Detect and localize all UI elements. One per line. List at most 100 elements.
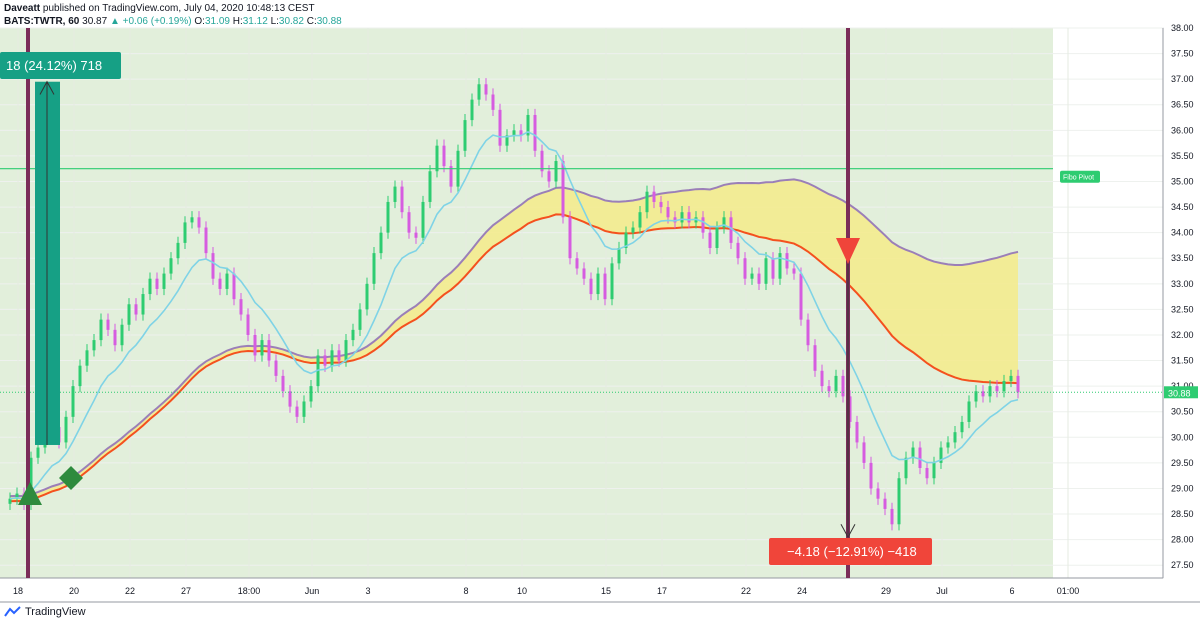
candle xyxy=(484,78,488,101)
candle xyxy=(610,257,614,306)
brand-label: TradingView xyxy=(25,606,86,618)
price-tick-label: 32.50 xyxy=(1171,304,1194,314)
candle xyxy=(92,333,96,357)
candle xyxy=(281,369,285,398)
candle xyxy=(99,313,103,347)
candle xyxy=(176,236,180,265)
short-result-label: −4.18 (−12.91%) −418 xyxy=(787,544,917,559)
time-tick-label: 8 xyxy=(463,586,468,596)
price-tick-label: 36.50 xyxy=(1171,100,1194,110)
symbol-line: BATS:TWTR, 60 30.87 ▲ +0.06 (+0.19%) O:3… xyxy=(4,16,342,27)
candle xyxy=(435,139,439,178)
price-tick-label: 37.00 xyxy=(1171,74,1194,84)
candle xyxy=(925,461,929,485)
publisher-name[interactable]: Daveatt xyxy=(4,3,41,14)
candle xyxy=(218,272,222,296)
candle xyxy=(309,380,313,408)
candle xyxy=(505,129,509,152)
long-arrow-icon xyxy=(39,80,55,95)
candle xyxy=(379,226,383,260)
candle xyxy=(813,339,817,377)
candle xyxy=(757,267,761,290)
candle xyxy=(183,216,187,250)
low-value: 30.82 xyxy=(278,16,304,27)
candle xyxy=(491,88,495,116)
candle xyxy=(883,492,887,516)
time-tick-label: 22 xyxy=(125,586,135,596)
price-tick-label: 28.00 xyxy=(1171,535,1194,545)
candle xyxy=(127,298,131,331)
candle xyxy=(400,180,404,219)
candle xyxy=(533,108,537,157)
candle xyxy=(974,385,978,408)
time-tick-label: 24 xyxy=(797,586,807,596)
candle xyxy=(295,400,299,423)
open-label: O: xyxy=(194,16,205,27)
candle xyxy=(967,395,971,429)
candle xyxy=(743,252,747,285)
buy-triangle-icon xyxy=(18,482,42,505)
candle xyxy=(561,154,565,224)
short-arrow-icon xyxy=(840,524,856,539)
candle xyxy=(1009,369,1013,388)
candle xyxy=(428,165,432,209)
price-tick-label: 29.00 xyxy=(1171,483,1194,493)
candle xyxy=(407,206,411,239)
candle xyxy=(15,487,19,505)
candle xyxy=(575,252,579,275)
candle xyxy=(470,93,474,127)
candle xyxy=(267,333,271,367)
candle xyxy=(302,395,306,423)
candle xyxy=(148,272,152,301)
long-result-tag xyxy=(0,52,121,79)
candle xyxy=(260,333,264,362)
candle xyxy=(617,241,621,270)
candle xyxy=(351,323,355,347)
candle xyxy=(197,211,201,234)
symbol-name[interactable]: BATS:TWTR, 60 xyxy=(4,16,80,27)
candle xyxy=(750,267,754,285)
candle xyxy=(540,144,544,178)
candle xyxy=(638,206,642,234)
candle xyxy=(372,246,376,290)
time-tick-label: 18:00 xyxy=(238,586,261,596)
tradingview-brand[interactable]: TradingView xyxy=(4,606,86,618)
candle xyxy=(729,211,733,250)
candle xyxy=(764,252,768,290)
price-tick-label: 28.50 xyxy=(1171,509,1194,519)
price-tick-label: 29.50 xyxy=(1171,458,1194,468)
candle xyxy=(785,246,789,275)
fibo-pivot-label: Fibo Pivot xyxy=(1063,175,1094,182)
candle xyxy=(897,472,901,531)
time-tick-label: 6 xyxy=(1009,586,1014,596)
price-tick-label: 37.50 xyxy=(1171,49,1194,59)
candle xyxy=(988,380,992,403)
candle xyxy=(799,267,803,326)
candle xyxy=(904,451,908,485)
last-price: 30.87 xyxy=(82,16,108,27)
candle xyxy=(246,308,250,342)
price-tick-label: 30.00 xyxy=(1171,432,1194,442)
time-tick-label: 01:00 xyxy=(1057,586,1080,596)
price-tick-label: 35.50 xyxy=(1171,151,1194,161)
long-result-label: 18 (24.12%) 718 xyxy=(6,58,102,73)
open-value: 31.09 xyxy=(204,16,230,27)
candle xyxy=(995,380,999,398)
candle xyxy=(519,124,523,142)
candle xyxy=(463,113,467,157)
price-tick-label: 27.50 xyxy=(1171,560,1194,570)
last-price-label: 30.88 xyxy=(1168,388,1191,398)
candle xyxy=(113,323,117,352)
time-tick-label: 15 xyxy=(601,586,611,596)
price-tick-label: 31.00 xyxy=(1171,381,1194,391)
candle xyxy=(386,195,390,239)
candle xyxy=(337,344,341,367)
published-text: published on TradingView.com, July 04, 2… xyxy=(42,3,315,14)
candle xyxy=(512,124,516,142)
price-tick-label: 33.50 xyxy=(1171,253,1194,263)
time-tick-label: 22 xyxy=(741,586,751,596)
candle xyxy=(806,313,810,352)
candle xyxy=(862,436,866,470)
candle xyxy=(526,108,530,142)
